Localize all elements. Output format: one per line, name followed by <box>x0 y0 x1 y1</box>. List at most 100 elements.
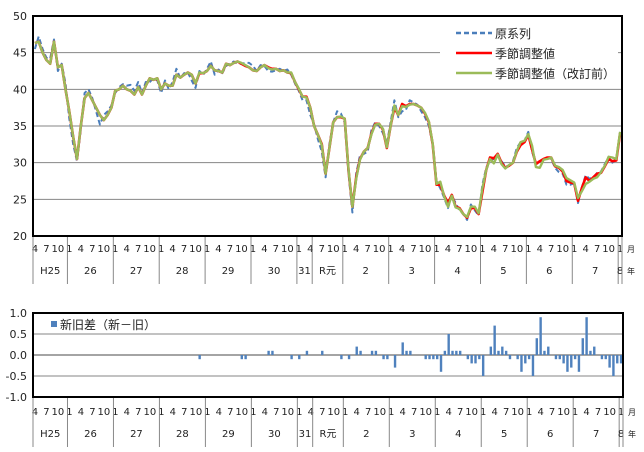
month-tick-label: 1 <box>388 407 394 418</box>
y-tick-label: 45 <box>13 47 27 60</box>
diff-bar <box>409 350 412 355</box>
month-tick-label: 7 <box>457 407 463 418</box>
year-label: 3 <box>408 266 414 277</box>
legend-label: 季節調整値（改訂前） <box>495 66 615 81</box>
month-tick-label: 4 <box>491 244 497 255</box>
y-tick-label: 0.5 <box>10 328 28 341</box>
diff-bar <box>340 355 343 360</box>
month-tick-label: 4 <box>583 407 589 418</box>
month-tick-label: 4 <box>32 407 38 418</box>
month-tick-label: 10 <box>143 407 156 418</box>
y-tick-label: -1.0 <box>6 391 27 404</box>
y-tick-label: 35 <box>13 120 27 133</box>
month-tick-label: 4 <box>537 244 543 255</box>
month-tick-label: 7 <box>594 244 600 255</box>
month-tick-label: 10 <box>97 244 110 255</box>
diff-bar <box>577 355 581 372</box>
diff-bar <box>470 355 473 364</box>
y-tick-label: -0.5 <box>6 370 27 383</box>
diff-bar <box>554 355 558 360</box>
diff-bar <box>455 350 458 355</box>
month-tick-label: 10 <box>556 244 569 255</box>
month-tick-label: 4 <box>124 244 130 255</box>
month-tick-label: 10 <box>51 244 64 255</box>
month-tick-label: 4 <box>491 407 497 418</box>
diff-bar <box>451 350 454 355</box>
diff-bar <box>562 355 565 364</box>
diff-bar <box>527 355 531 360</box>
month-tick-label: 7 <box>89 407 95 418</box>
month-tick-label: 1 <box>480 407 486 418</box>
month-tick-label: 7 <box>227 244 233 255</box>
month-tick-label: 10 <box>419 244 432 255</box>
month-tick-label: 1 <box>572 407 578 418</box>
month-tick-label: 7 <box>456 244 462 255</box>
month-tick-label: 7 <box>89 244 95 255</box>
year-label: 5 <box>500 266 506 277</box>
diff-bar <box>244 355 247 360</box>
month-tick-label: 7 <box>135 407 141 418</box>
diff-bar <box>604 355 607 360</box>
month-tick-label: 1 <box>617 244 623 255</box>
month-tick-label: 7 <box>181 244 187 255</box>
month-tick-label: 7 <box>43 244 49 255</box>
y-tick-label: 50 <box>13 10 27 23</box>
diff-bar <box>508 355 512 360</box>
month-tick-label: 7 <box>548 244 554 255</box>
month-tick-label: 10 <box>510 244 523 255</box>
month-tick-label: 4 <box>354 407 360 418</box>
diff-bar <box>593 346 596 355</box>
y-tick-label: 20 <box>13 230 27 243</box>
month-tick-label: 4 <box>400 407 406 418</box>
month-tick-label: 4 <box>582 244 588 255</box>
month-tick-label: 4 <box>308 407 314 418</box>
year-label: 8 <box>617 266 623 277</box>
diff-bar <box>290 355 293 360</box>
month-tick-label: 1 <box>387 244 393 255</box>
month-tick-label: 7 <box>503 407 509 418</box>
y-tick-label: 0.0 <box>10 349 28 362</box>
month-tick-label: 4 <box>399 244 405 255</box>
month-tick-label: 10 <box>602 244 615 255</box>
month-tick-label: 4 <box>353 244 359 255</box>
month-tick-label: 1 <box>250 244 256 255</box>
legend-label: 新旧差（新－旧） <box>60 317 156 332</box>
diff-bar <box>267 350 270 355</box>
diff-bar <box>501 346 504 355</box>
year-label: R元 <box>319 266 336 277</box>
month-tick-label: 10 <box>143 244 156 255</box>
year-label: 28 <box>176 266 189 277</box>
month-tick-label: 1 <box>158 407 164 418</box>
month-tick-label: 4 <box>78 407 84 418</box>
y-tick-label: 30 <box>13 157 27 170</box>
diff-bar <box>458 350 462 355</box>
diff-bar <box>504 350 508 355</box>
diff-bar <box>547 346 550 355</box>
year-label: 27 <box>130 266 143 277</box>
legend-label: 原系列 <box>495 27 531 41</box>
diff-bar <box>298 355 301 360</box>
year-label: 2 <box>363 429 369 440</box>
month-tick-label: 4 <box>537 407 543 418</box>
month-tick-label: 7 <box>273 244 279 255</box>
month-tick-label: 10 <box>98 407 111 418</box>
month-tick-label: 1 <box>66 407 72 418</box>
month-tick-label: 1 <box>296 244 302 255</box>
diff-bar <box>558 355 561 360</box>
year-label: 31 <box>298 266 311 277</box>
year-label: 6 <box>546 266 552 277</box>
y-tick-label: 25 <box>13 193 27 206</box>
month-tick-label: 1 <box>250 407 256 418</box>
diff-bar <box>535 338 538 355</box>
diff-bar <box>432 355 435 360</box>
month-tick-label: 4 <box>445 244 451 255</box>
month-tick-label: 1 <box>433 244 439 255</box>
year-label: 7 <box>592 266 598 277</box>
month-tick-label: 7 <box>502 244 508 255</box>
diff-bar <box>489 346 493 355</box>
month-tick-label: 7 <box>135 244 141 255</box>
diff-bar <box>497 350 500 355</box>
